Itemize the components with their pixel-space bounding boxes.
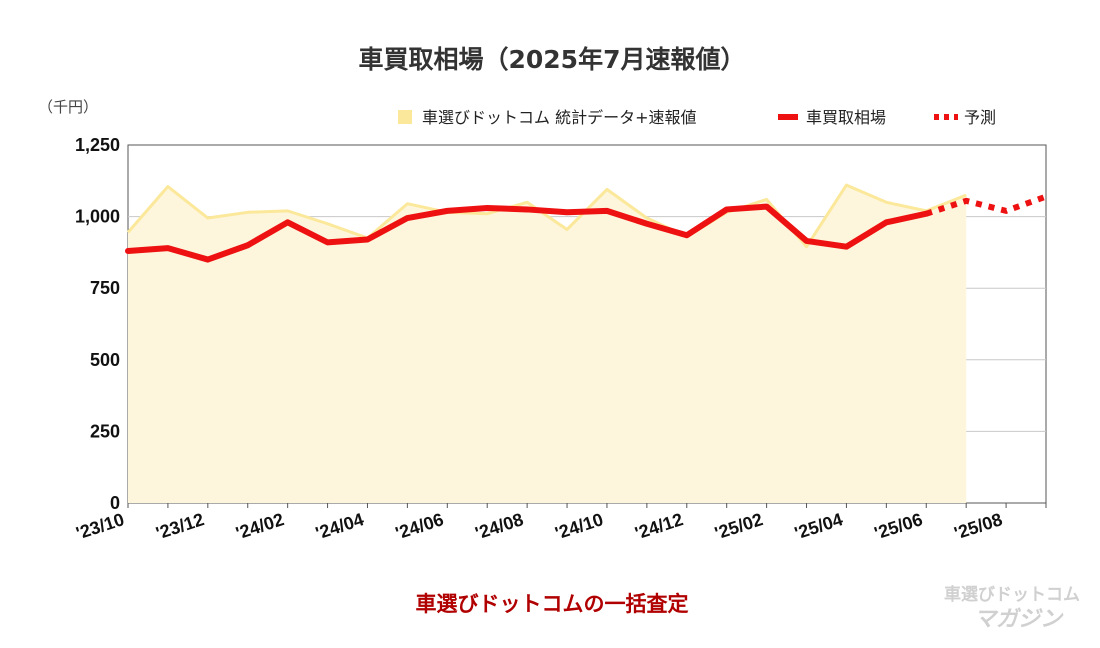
legend: 車選びドットコム 統計データ+速報値 車買取相場 予測 [398,108,996,127]
area-series-line [126,183,967,249]
legend-label-area: 車選びドットコム 統計データ+速報値 [422,108,697,127]
x-tick-label: '24/04 [313,509,366,543]
x-tick-label: '24/12 [632,509,685,543]
source-label: 車選びドットコムの一括査定 [416,592,689,616]
forecast-series [925,193,1048,217]
x-tick-label: '25/06 [872,509,925,543]
legend-swatch-area [398,110,412,124]
area-fill [128,185,967,503]
y-tick-label: 1,000 [75,207,120,227]
y-unit-label: （千円） [38,98,98,116]
y-tick-label: 500 [90,350,120,370]
line-series [125,203,930,263]
y-tick-label: 1,250 [75,135,120,155]
x-tick-label: '25/08 [952,509,1005,543]
watermark-line2: マガジン [974,607,1064,632]
legend-label-line: 車買取相場 [806,108,886,127]
chart-title: 車買取相場（2025年7月速報値） [359,45,746,74]
y-tick-label: 750 [90,278,120,298]
x-axis-ticks: '23/10 '23/12 '24/02 '24/04 '24/06 '24/08 '24/… [74,503,1047,543]
legend-label-forecast: 予測 [964,108,996,127]
x-tick-label: '23/10 [74,509,127,543]
x-tick-label: '24/10 [553,509,606,543]
y-axis-ticks: 0 250 500 750 1,000 1,250 [75,135,120,513]
x-tick-label: '24/06 [393,509,446,543]
x-tick-label: '25/02 [712,509,765,543]
line-series-path [125,203,930,263]
x-tick-label: '25/04 [792,509,845,543]
x-tick-label: '23/12 [153,509,206,543]
forecast-series-path [925,193,1048,217]
x-tick-label: '24/08 [473,509,526,543]
x-tick-label: '24/02 [233,509,286,543]
y-tick-label: 250 [90,421,120,441]
y-tick-label: 0 [110,493,120,513]
area-series [126,183,967,503]
watermark-line1: 車選びドットコム [944,584,1080,605]
